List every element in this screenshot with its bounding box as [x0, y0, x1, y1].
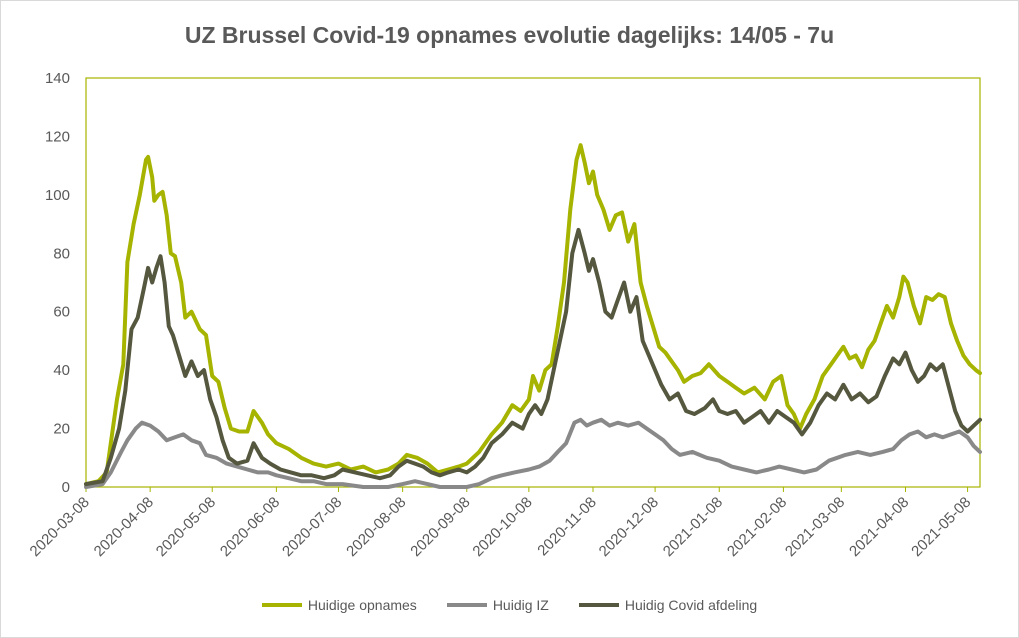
y-tick-label: 100 [45, 187, 70, 204]
y-tick-label: 60 [53, 304, 70, 321]
legend-swatch-huidige-opnames [261, 603, 302, 607]
legend-item-huidig-covid-afdeling: Huidig Covid afdeling [578, 597, 758, 613]
x-tick-label: 2021-01-08 [660, 494, 726, 560]
x-tick-label: 2020-11-08 [534, 494, 599, 559]
x-tick-label: 2020-04-08 [91, 494, 157, 560]
series-line-1 [84, 417, 982, 489]
x-tick-label: 2020-03-08 [27, 494, 93, 560]
x-tick-label: 2020-08-08 [343, 494, 409, 560]
x-tick-label: 2020-10-08 [469, 494, 535, 560]
x-tick-label: 2020-06-08 [217, 494, 283, 560]
legend-swatch-huidig-iz [446, 603, 487, 607]
series-line-0 [84, 143, 982, 487]
y-tick-label: 40 [53, 362, 70, 379]
legend-item-huidige-opnames: Huidige opnames [261, 597, 417, 613]
y-tick-label: 140 [45, 70, 70, 87]
x-tick-label: 2020-09-08 [407, 494, 473, 560]
legend-label: Huidig IZ [492, 597, 549, 613]
legend-label: Huidig Covid afdeling [624, 597, 758, 613]
plot-area: 0204060801001201402020-03-082020-04-0820… [27, 70, 982, 560]
x-tick-label: 2021-02-08 [724, 494, 790, 560]
chart-svg: 0204060801001201402020-03-082020-04-0820… [27, 70, 982, 560]
legend-swatch-huidig-covid-afdeling [578, 603, 619, 607]
series-line-2 [84, 227, 982, 487]
y-tick-label: 20 [53, 421, 70, 438]
x-tick-label: 2021-04-08 [846, 494, 912, 560]
x-tick-label: 2021-03-08 [782, 494, 848, 560]
plot-border [85, 77, 981, 488]
x-tick-label: 2021-05-08 [908, 494, 974, 560]
y-tick-label: 80 [53, 245, 70, 262]
x-tick-label: 2020-05-08 [153, 494, 219, 560]
chart-title: UZ Brussel Covid-19 opnames evolutie dag… [184, 22, 835, 48]
x-tick-label: 2020-07-08 [279, 494, 345, 560]
y-tick-label: 0 [62, 479, 70, 496]
legend: Huidige opnames Huidig IZ Huidig Covid a… [0, 597, 1019, 613]
y-tick-label: 120 [45, 128, 70, 145]
legend-label: Huidige opnames [307, 597, 417, 613]
x-tick-label: 2020-12-08 [596, 494, 662, 560]
legend-item-huidig-iz: Huidig IZ [446, 597, 549, 613]
